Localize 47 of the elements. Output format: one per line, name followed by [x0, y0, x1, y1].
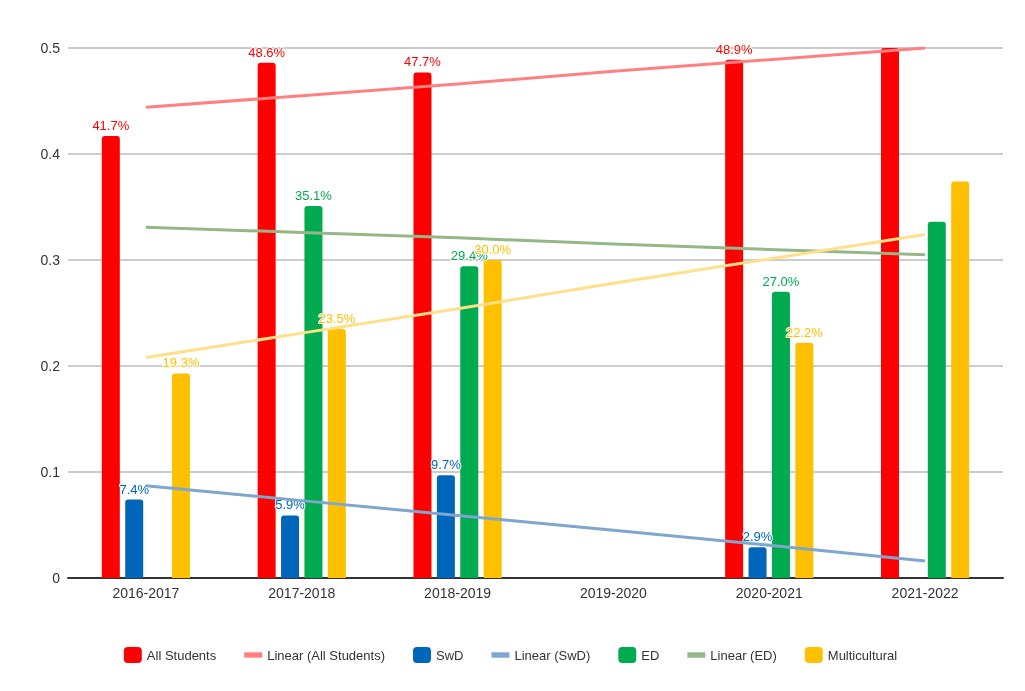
x-tick-label: 2017-2018	[268, 585, 336, 601]
y-tick-label: 0.1	[40, 464, 61, 480]
bar	[795, 342, 814, 578]
data-label: 48.6%	[248, 44, 286, 60]
bar	[951, 181, 970, 578]
data-label: 2.9%	[742, 529, 773, 545]
data-label: 35.1%	[295, 187, 333, 203]
y-tick-label: 0	[52, 570, 61, 586]
y-tick-label: 0.5	[40, 40, 61, 56]
line-series	[144, 233, 927, 360]
bar	[172, 373, 191, 578]
y-tick-label: 0.4	[40, 146, 61, 162]
bar	[748, 547, 767, 578]
x-tick-label: 2019-2020	[579, 585, 648, 601]
x-tick-label: 2020-2021	[735, 585, 803, 601]
bar	[257, 62, 276, 578]
data-label: 19.3%	[162, 355, 200, 371]
data-label: 5.9%	[275, 497, 306, 513]
data-label: 41.7%	[92, 117, 130, 133]
bar	[880, 48, 899, 578]
legend-label: Linear (SwD)	[514, 647, 591, 663]
bar	[101, 135, 120, 578]
bar	[483, 260, 502, 578]
legend-label: Linear (ED)	[710, 647, 777, 663]
legend-label: ED	[641, 647, 660, 663]
bar	[125, 499, 144, 578]
x-tick-label: 2018-2019	[424, 585, 492, 601]
data-label: 48.9%	[715, 41, 754, 57]
bar	[436, 475, 455, 578]
x-tick-label: 2016-2017	[112, 585, 180, 601]
bar	[725, 59, 744, 578]
x-tick-label: 2021-2022	[891, 585, 959, 601]
legend-label: All Students	[146, 647, 217, 663]
bar	[327, 328, 346, 578]
y-tick-label: 0.2	[40, 358, 61, 374]
legend-label: Linear (All Students)	[267, 647, 385, 663]
y-tick-label: 0.3	[40, 252, 61, 268]
bar	[927, 221, 946, 578]
bar	[281, 515, 300, 578]
legend-label: SwD	[435, 647, 464, 663]
data-label: 27.0%	[762, 273, 800, 289]
legend-label: Multicultural	[827, 647, 898, 663]
data-label: 47.7%	[404, 54, 442, 70]
bar	[460, 266, 479, 578]
data-label: 7.4%	[119, 481, 150, 497]
line-series	[144, 46, 927, 109]
bar	[413, 72, 432, 578]
